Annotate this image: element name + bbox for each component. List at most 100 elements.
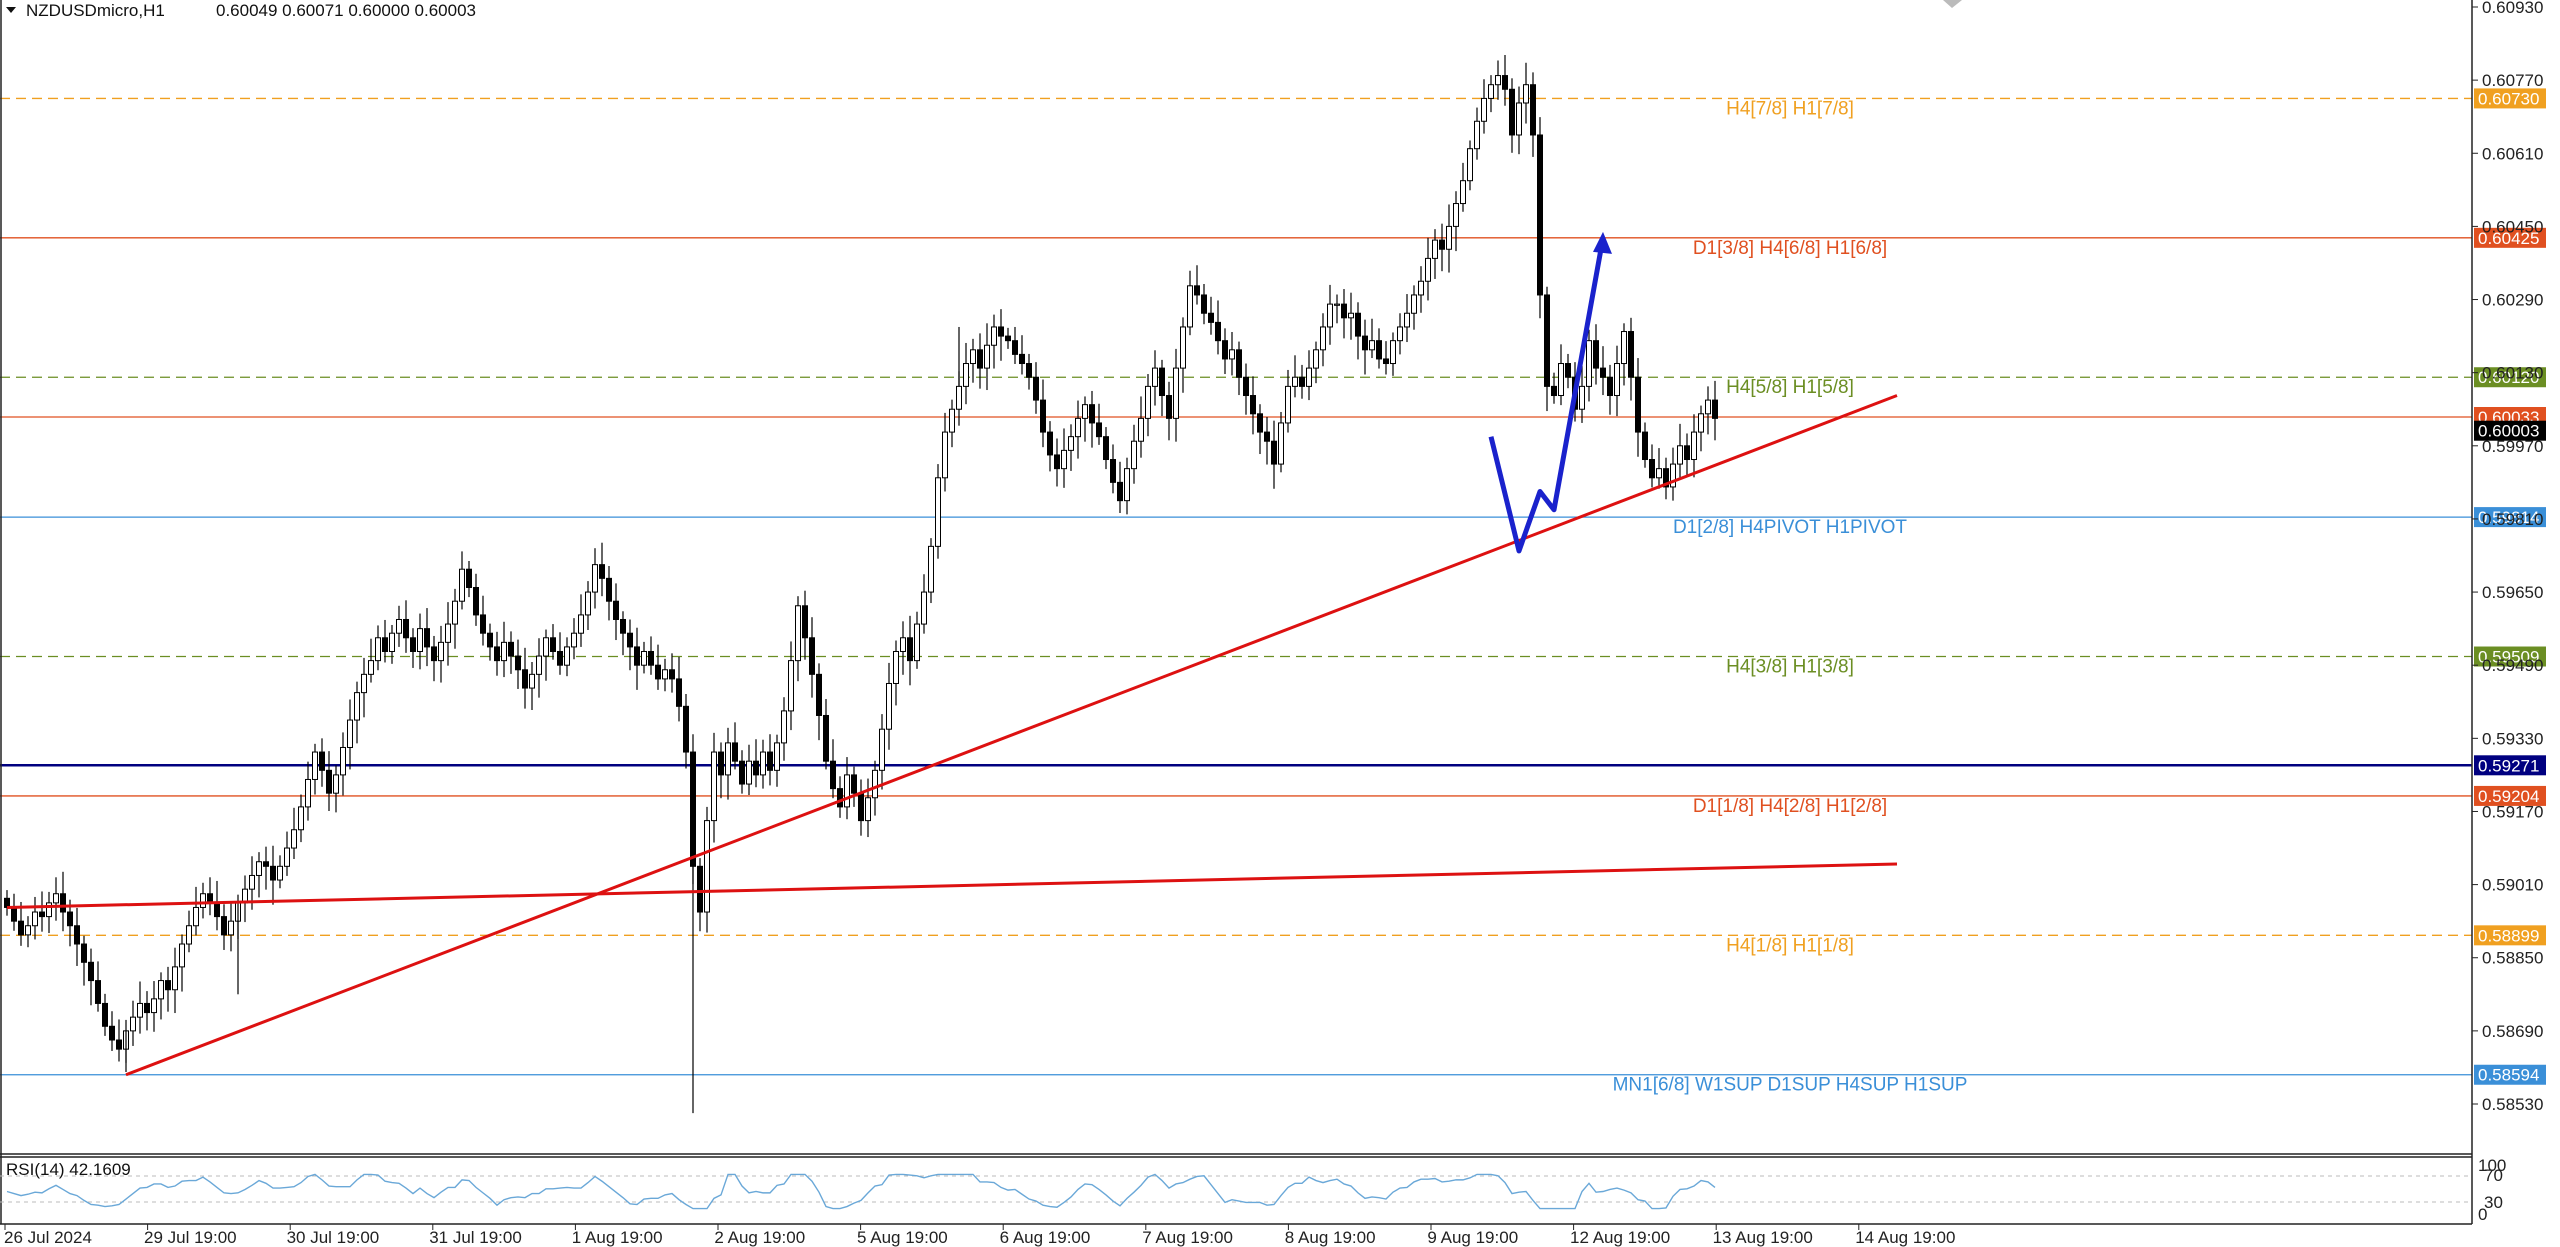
- candle: [704, 806, 710, 933]
- candle: [431, 635, 437, 682]
- candle: [4, 890, 10, 916]
- candle: [284, 831, 290, 876]
- price-tick-label: 0.60130: [2482, 364, 2543, 383]
- candle: [830, 739, 836, 799]
- candle: [1439, 223, 1445, 272]
- candle: [732, 722, 738, 770]
- candle: [305, 761, 311, 821]
- candle: [1649, 444, 1655, 488]
- candle: [445, 602, 451, 666]
- candle: [270, 845, 276, 905]
- candle: [1180, 317, 1186, 393]
- candle: [116, 1019, 122, 1062]
- candle: [1194, 265, 1200, 305]
- rsi-tick-100: 100: [2478, 1156, 2506, 1175]
- price-tick-label: 0.58850: [2482, 949, 2543, 968]
- candle: [1103, 427, 1109, 470]
- candle: [746, 744, 752, 796]
- candle: [1411, 285, 1417, 330]
- candle: [1047, 421, 1053, 472]
- candle: [1054, 438, 1060, 487]
- candle: [634, 627, 640, 690]
- candle: [1320, 313, 1326, 367]
- candle: [200, 882, 206, 919]
- candle: [1019, 335, 1025, 375]
- shift-marker-icon[interactable]: [1943, 0, 1962, 8]
- candle: [1110, 444, 1116, 494]
- candle: [81, 935, 87, 986]
- candle: [1243, 363, 1249, 415]
- candle: [228, 903, 234, 952]
- candle: [1166, 381, 1172, 441]
- symbol-label: NZDUSDmicro,H1: [26, 1, 165, 20]
- candle: [879, 714, 885, 790]
- forecast-path[interactable]: [1488, 237, 1606, 554]
- candle: [774, 734, 780, 787]
- candle: [1705, 386, 1711, 435]
- candle: [151, 981, 157, 1032]
- trendline[interactable]: [125, 394, 1898, 1077]
- candle: [137, 981, 143, 1034]
- forecast-arrow[interactable]: [1488, 231, 1612, 554]
- candle: [508, 631, 514, 674]
- candle: [130, 1000, 136, 1046]
- candle: [1397, 313, 1403, 355]
- trendline[interactable]: [6, 862, 1898, 909]
- price-axis[interactable]: 0.60930 0.60770 0.60610 0.60450 0.60290 0.601…: [2472, 0, 2543, 1114]
- candle: [676, 656, 682, 722]
- candle: [1012, 326, 1018, 364]
- candle: [1369, 318, 1375, 359]
- candle: [1152, 350, 1158, 406]
- price-tick-label: 0.59010: [2482, 876, 2543, 895]
- candle: [851, 766, 857, 807]
- candle: [858, 779, 864, 836]
- candle: [844, 757, 850, 820]
- candle: [193, 886, 199, 936]
- candle: [1600, 346, 1606, 396]
- candle: [1271, 420, 1277, 489]
- candle: [452, 588, 458, 649]
- candle: [25, 916, 31, 948]
- candle: [32, 896, 38, 940]
- candle: [1698, 405, 1704, 452]
- ohlc-readout: 0.60049 0.60071 0.60000 0.60003: [216, 1, 476, 20]
- candle: [1453, 191, 1459, 252]
- time-axis[interactable]: 26 Jul 2024 29 Jul 19:00 30 Jul 19:00 31 Ju…: [4, 1224, 1955, 1247]
- price-tag: 0.59814: [2474, 507, 2546, 528]
- candle: [438, 625, 444, 683]
- candle: [529, 662, 535, 710]
- price-tick-label: 0.58530: [2482, 1095, 2543, 1114]
- svg-text:0.60003: 0.60003: [2478, 422, 2539, 441]
- candle: [1159, 359, 1165, 417]
- candle: [1026, 353, 1032, 390]
- price-tick-label: 0.60610: [2482, 144, 2543, 163]
- candle: [18, 901, 24, 946]
- candle: [242, 875, 248, 923]
- candle: [914, 611, 920, 669]
- price-tag: 0.58899: [2474, 925, 2546, 946]
- candle: [74, 907, 80, 966]
- candle: [970, 338, 976, 383]
- candle: [298, 794, 304, 843]
- price-tick-label: 0.60450: [2482, 217, 2543, 236]
- candle: [627, 619, 633, 671]
- rsi-label: RSI(14) 42.1609: [6, 1160, 131, 1179]
- menu-triangle-icon[interactable]: [6, 7, 16, 13]
- candle: [1061, 428, 1067, 488]
- time-tick-label: 29 Jul 19:00: [144, 1228, 237, 1247]
- candle: [1215, 300, 1221, 355]
- candle: [823, 699, 829, 770]
- candle: [1418, 266, 1424, 313]
- price-tag: 0.60120: [2474, 367, 2546, 388]
- trendlines[interactable]: [6, 394, 1898, 1077]
- candle: [641, 641, 647, 674]
- candle: [1005, 327, 1011, 349]
- candle: [480, 595, 486, 646]
- candle: [655, 644, 661, 690]
- level-label: H4[5/8] H1[5/8]: [1726, 377, 1854, 398]
- candle: [620, 611, 626, 656]
- candle: [515, 639, 521, 689]
- candle: [606, 566, 612, 621]
- candle: [669, 653, 675, 693]
